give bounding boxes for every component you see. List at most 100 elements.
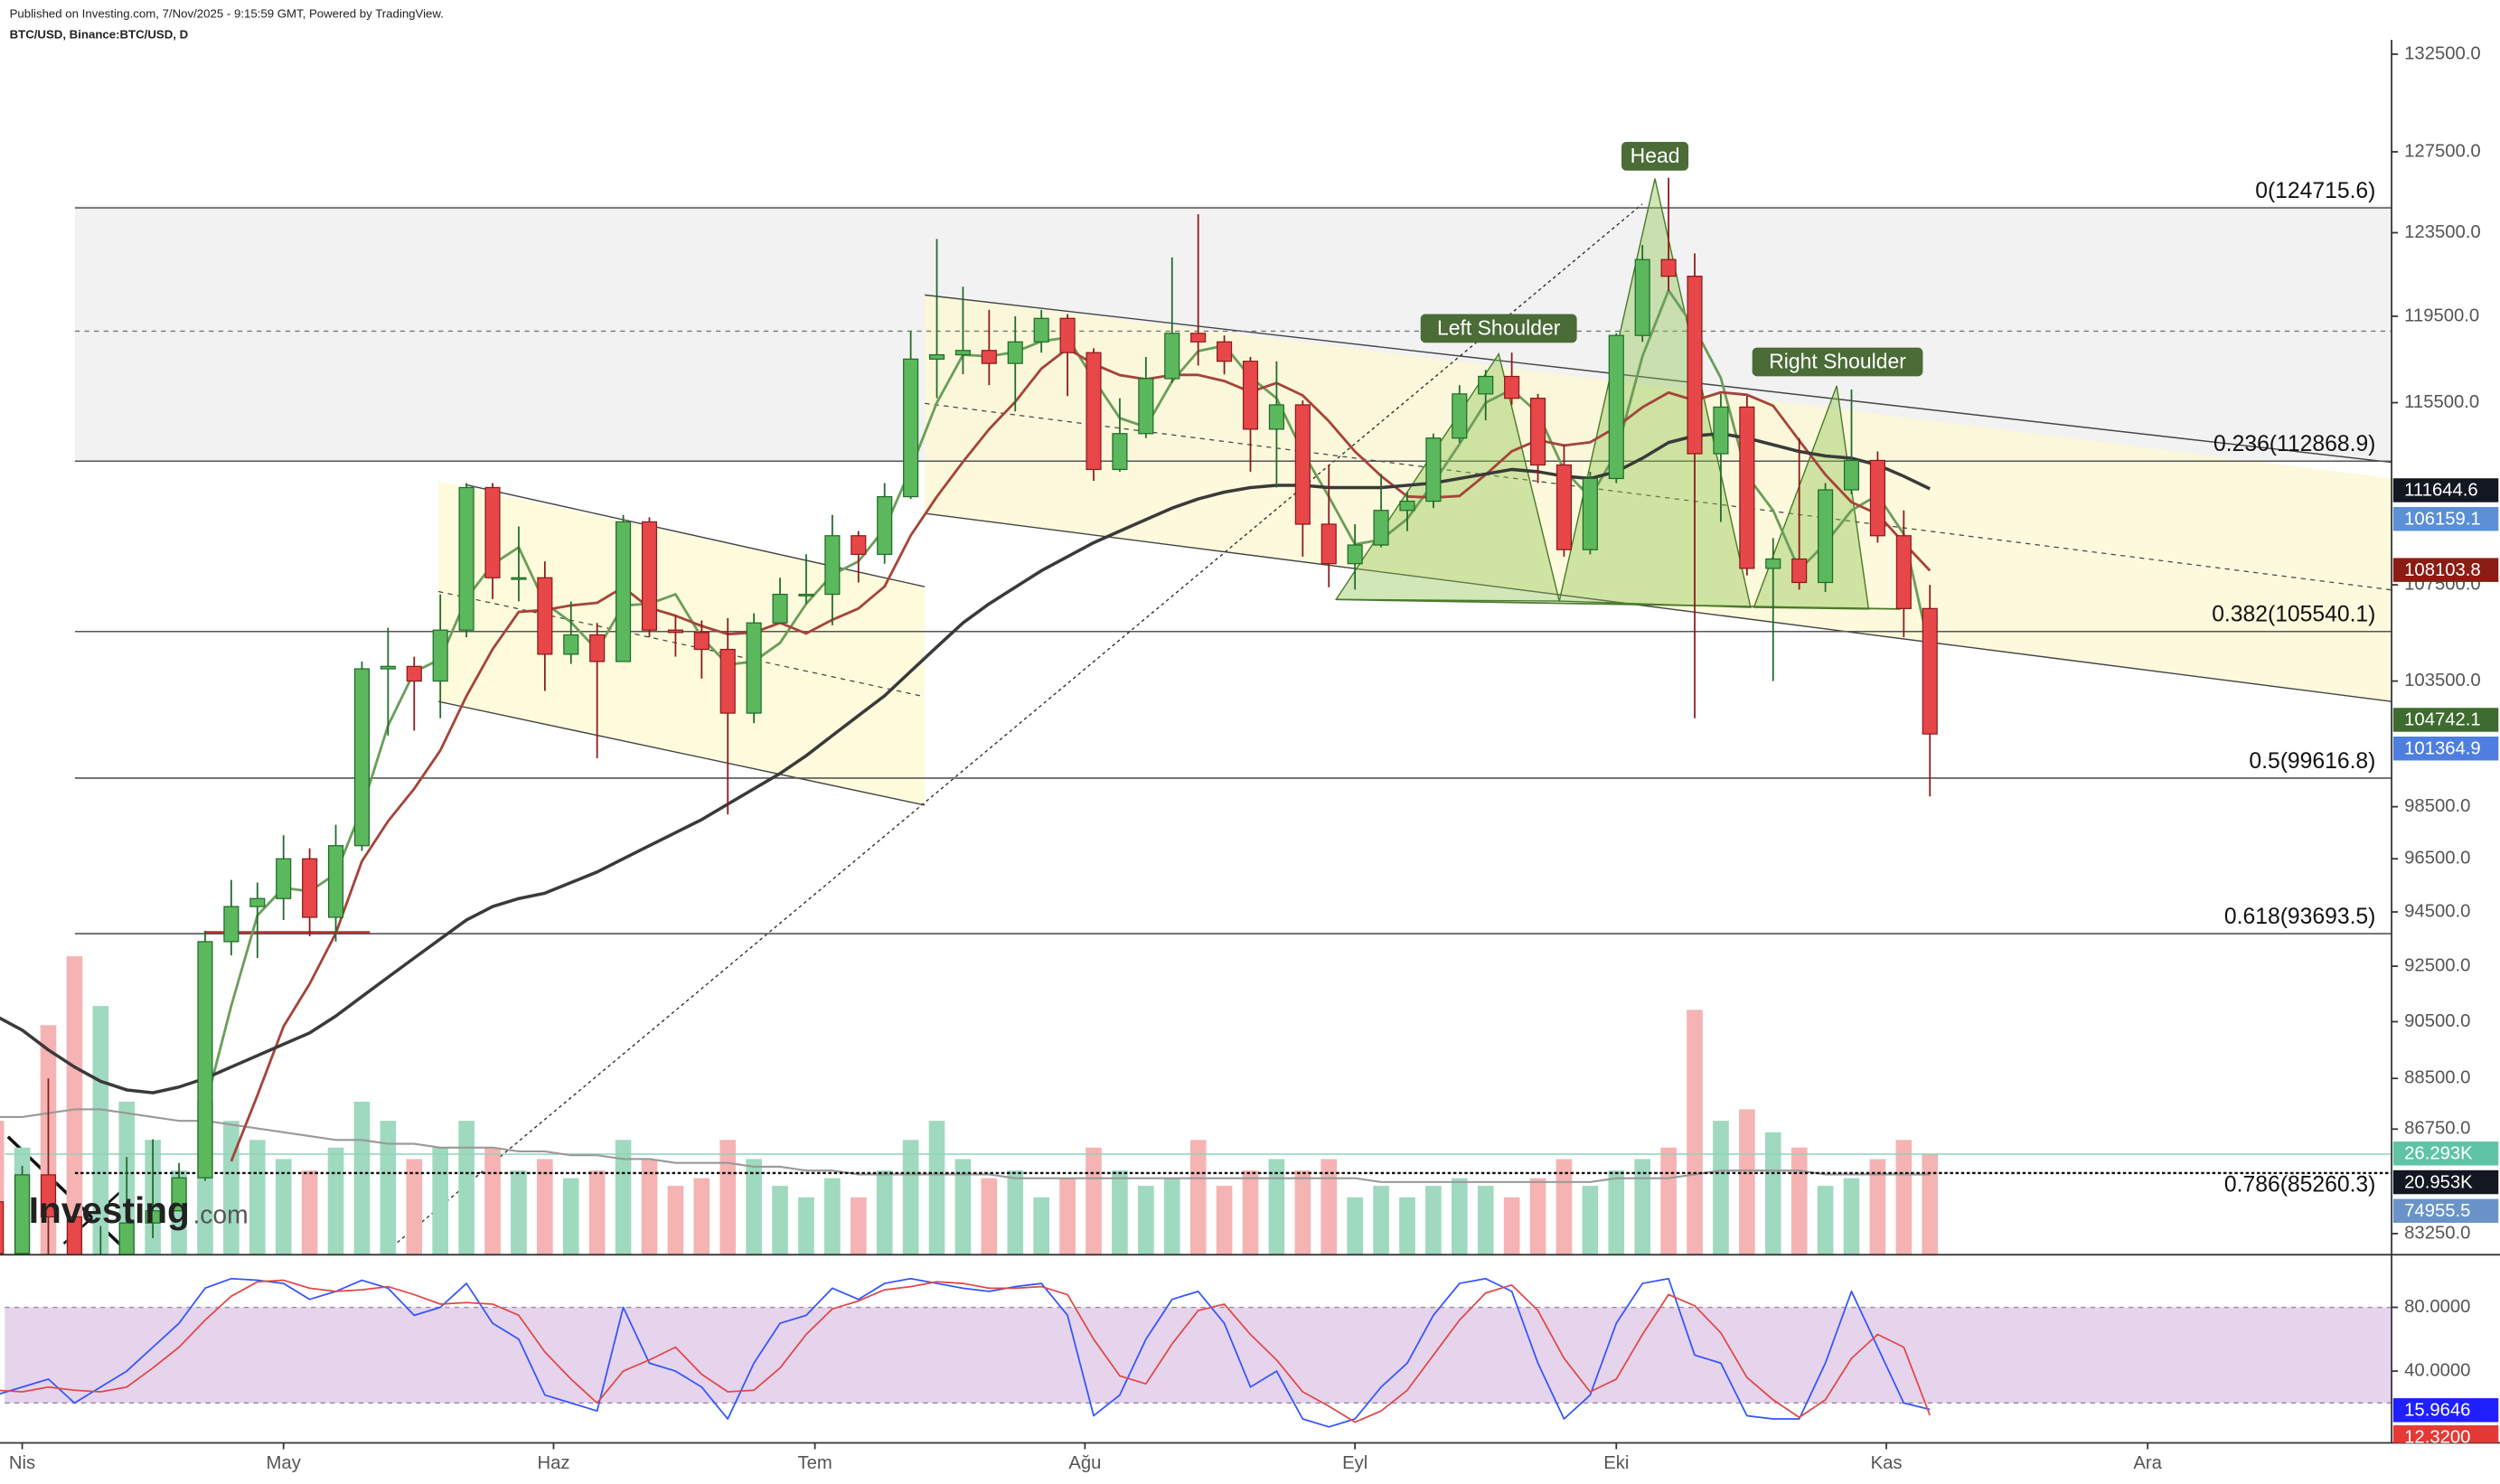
published-note: Published on Investing.com, 7/Nov/2025 -… bbox=[10, 6, 444, 20]
candle-body bbox=[1294, 404, 1311, 525]
watermark: Investing .com bbox=[29, 1189, 249, 1231]
volume-bar bbox=[1582, 1186, 1599, 1255]
price-label: 106159.1 bbox=[2404, 509, 2481, 529]
volume-bar bbox=[301, 1170, 318, 1255]
candle-body bbox=[1843, 459, 1860, 491]
candle-body bbox=[1373, 510, 1389, 546]
annotation: Head bbox=[1631, 144, 1680, 167]
volume-ma-label: 20.953K bbox=[2404, 1172, 2473, 1192]
volume-bar bbox=[1687, 1010, 1703, 1255]
candle-body bbox=[1347, 544, 1363, 565]
candle-body bbox=[798, 593, 814, 596]
candle-body bbox=[1687, 276, 1703, 455]
x-tick-label: Haz bbox=[537, 1453, 569, 1473]
volume-bar bbox=[1163, 1178, 1180, 1255]
watermark-brand: Investing bbox=[29, 1189, 190, 1231]
volume-bar bbox=[719, 1140, 737, 1255]
candle-body bbox=[484, 486, 501, 578]
volume-bar bbox=[928, 1121, 945, 1255]
volume-bar bbox=[275, 1159, 292, 1255]
candle-layer bbox=[0, 177, 1938, 1255]
volume-bar bbox=[432, 1147, 449, 1255]
volume-bar bbox=[1529, 1178, 1546, 1255]
x-tick-label: Tem bbox=[797, 1453, 832, 1473]
candle-body bbox=[0, 1201, 5, 1254]
candle-body bbox=[1765, 558, 1781, 569]
candle-body bbox=[223, 906, 240, 943]
candle-body bbox=[1217, 341, 1233, 362]
fib-label: 0.618(93693.5) bbox=[2224, 905, 2375, 929]
volume-bar bbox=[902, 1140, 919, 1255]
annotation: Left Shoulder bbox=[1437, 315, 1561, 339]
volume-bar bbox=[1503, 1197, 1520, 1255]
stoch-line bbox=[0, 1277, 1931, 1428]
candle-body bbox=[877, 495, 893, 555]
volume-bar bbox=[1425, 1186, 1442, 1255]
candle-body bbox=[824, 535, 841, 596]
candle-body bbox=[1320, 523, 1337, 565]
candle-body bbox=[1033, 317, 1049, 343]
label-box bbox=[2392, 1141, 2499, 1166]
volume-bar bbox=[954, 1159, 972, 1255]
volume-bar bbox=[353, 1101, 371, 1255]
volume-bar bbox=[537, 1159, 553, 1255]
candle-body bbox=[1425, 437, 1442, 502]
candle-body bbox=[40, 1174, 57, 1218]
candle-body bbox=[1112, 433, 1128, 471]
y-tick-label: 90500.0 bbox=[2404, 1011, 2470, 1031]
channel-line bbox=[925, 512, 2392, 702]
candle-body bbox=[432, 629, 448, 682]
channel-fill bbox=[438, 481, 926, 805]
label-box bbox=[2392, 1398, 2499, 1423]
fib-label: 0.786(85260.3) bbox=[2224, 1173, 2375, 1198]
y-tick-label: 132500.0 bbox=[2404, 43, 2481, 63]
volume-bar bbox=[1294, 1170, 1311, 1255]
volume-bar bbox=[824, 1178, 841, 1255]
shoulder-triangle bbox=[1334, 352, 1561, 602]
candle-body bbox=[1608, 334, 1624, 480]
x-tick-label: Kas bbox=[1871, 1453, 1903, 1473]
volume-bar bbox=[1843, 1178, 1860, 1255]
candle-body bbox=[458, 486, 475, 631]
volume-bar bbox=[458, 1121, 475, 1255]
candle-body bbox=[145, 1210, 161, 1224]
volume-bar bbox=[1869, 1159, 1886, 1255]
candle-body bbox=[249, 897, 266, 907]
volume-bar bbox=[693, 1178, 710, 1255]
candle-body bbox=[353, 668, 370, 847]
volume-bar bbox=[1373, 1186, 1389, 1255]
volume-bar bbox=[1895, 1140, 1913, 1255]
volume-bar bbox=[1033, 1197, 1050, 1255]
volume-layer bbox=[0, 956, 2392, 1255]
annotations: Head Left Shoulder Right Shoulder bbox=[1420, 142, 1923, 377]
candle-body bbox=[1869, 459, 1885, 537]
stoch-band bbox=[5, 1307, 2392, 1404]
ma-last-label: 108103.8 bbox=[2404, 560, 2481, 580]
volume-bar bbox=[406, 1159, 423, 1255]
candle-body bbox=[1555, 464, 1573, 550]
volume-bar bbox=[327, 1147, 344, 1255]
candle-body bbox=[1138, 378, 1154, 435]
label-box bbox=[2392, 1169, 2499, 1195]
candle-body bbox=[693, 632, 710, 651]
volume-bar bbox=[1739, 1109, 1755, 1255]
axes: 132500.0 127500.0 123500.0 119500.0 115500.0… bbox=[9, 43, 2481, 1472]
candle-body bbox=[171, 1177, 187, 1212]
stochastic-pane bbox=[0, 1277, 2392, 1428]
candle-body bbox=[197, 941, 213, 1179]
volume-bar bbox=[66, 956, 83, 1255]
volume-bar bbox=[1216, 1186, 1233, 1255]
candle-body bbox=[118, 1222, 135, 1255]
fib-label: 0.382(105540.1) bbox=[2212, 603, 2375, 627]
head-shoulders bbox=[1334, 178, 1901, 610]
candle-body bbox=[1059, 317, 1076, 353]
x-tick-label: May bbox=[267, 1453, 302, 1473]
fib-label: 0(124715.6) bbox=[2255, 179, 2375, 203]
channel-midline bbox=[437, 590, 926, 698]
volume-bar bbox=[1555, 1159, 1573, 1255]
candle-body bbox=[1268, 404, 1284, 430]
candle-body bbox=[981, 350, 997, 364]
x-tick-label: Eki bbox=[1603, 1453, 1629, 1473]
channel-fill bbox=[925, 295, 2392, 702]
